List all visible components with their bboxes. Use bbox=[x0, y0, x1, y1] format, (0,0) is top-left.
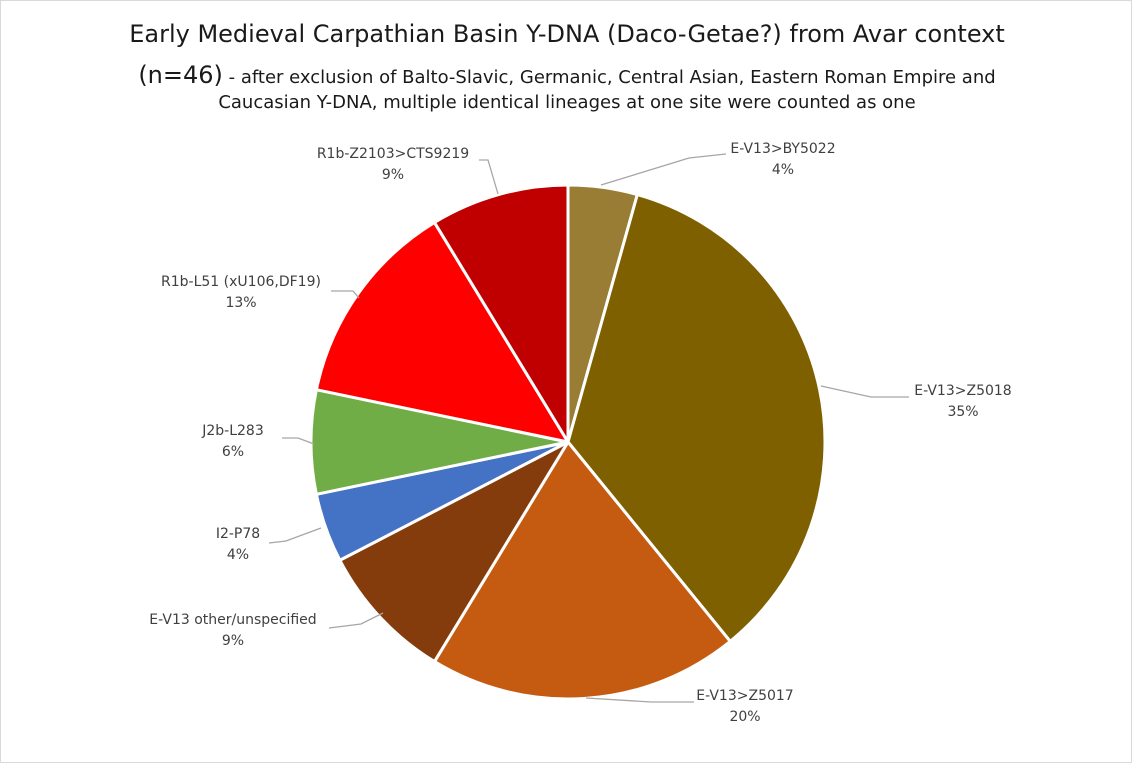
pie-slice-e-v13-z5018 bbox=[566, 193, 827, 643]
slice-percentage: 6% bbox=[222, 444, 244, 460]
leader-line bbox=[331, 290, 360, 299]
leader-line bbox=[268, 527, 322, 544]
pie-slices bbox=[309, 183, 827, 701]
slice-label: E-V13 other/unspecified bbox=[149, 612, 316, 628]
slice-label: E-V13>BY5022 bbox=[730, 141, 835, 157]
pie-slice-r1b-l51-xu106-df19 bbox=[314, 220, 570, 444]
chart-title: Early Medieval Carpathian Basin Y-DNA (D… bbox=[129, 20, 1005, 48]
leader-line bbox=[820, 385, 909, 398]
slice-label: R1b-L51 (xU106,DF19) bbox=[161, 274, 321, 290]
chart-subtitle-line2: Caucasian Y-DNA, multiple identical line… bbox=[218, 92, 916, 113]
slice-percentage: 9% bbox=[222, 633, 244, 649]
slice-label: J2b-L283 bbox=[201, 423, 264, 439]
leader-line bbox=[585, 697, 694, 703]
slice-label: E-V13>Z5018 bbox=[914, 383, 1011, 399]
pie-slice-r1b-z2103-cts9219 bbox=[432, 183, 570, 444]
slice-percentage: 13% bbox=[225, 295, 256, 311]
slice-percentage: 9% bbox=[382, 167, 404, 183]
slice-percentage: 4% bbox=[772, 162, 794, 178]
pie-slice-e-v13-other-unspecified bbox=[338, 440, 570, 664]
leader-line bbox=[328, 612, 384, 629]
leader-line bbox=[600, 153, 727, 186]
subtitle-text: - after exclusion of Balto-Slavic, Germa… bbox=[222, 67, 996, 88]
slice-percentage: 4% bbox=[227, 547, 249, 563]
slice-label: R1b-Z2103>CTS9219 bbox=[317, 146, 469, 162]
chart-subtitle-line1: (n=46) - after exclusion of Balto-Slavic… bbox=[1, 61, 1132, 89]
leader-lines bbox=[268, 153, 909, 703]
sample-size: (n=46) bbox=[138, 61, 223, 89]
leader-line bbox=[479, 159, 499, 195]
slice-percentage: 20% bbox=[729, 709, 760, 725]
slice-labels: E-V13>BY5022 4% E-V13>Z5018 35% E-V13>Z5017 2… bbox=[149, 141, 1011, 725]
pie-slice-e-v13-z5017 bbox=[432, 440, 732, 701]
slice-label: I2-P78 bbox=[216, 526, 260, 542]
leader-line bbox=[282, 437, 315, 445]
slice-label: E-V13>Z5017 bbox=[696, 688, 793, 704]
slice-percentage: 35% bbox=[947, 404, 978, 420]
